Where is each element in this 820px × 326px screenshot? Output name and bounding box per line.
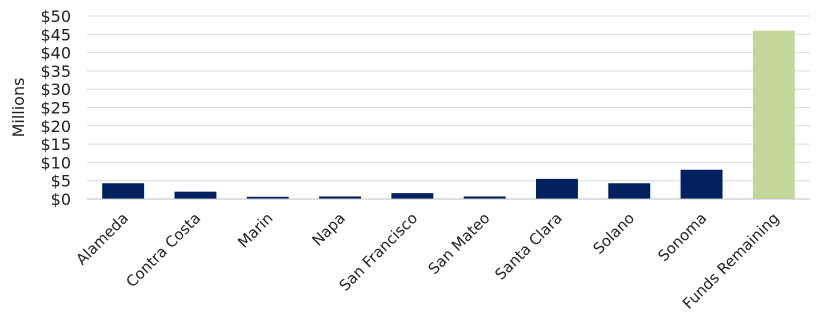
- bar-alameda: [102, 183, 145, 199]
- y-tick-label: $50: [40, 7, 71, 26]
- y-axis-title: Millions: [9, 78, 28, 138]
- x-category-label: Contra Costa: [122, 209, 204, 291]
- bar-marin: [246, 196, 289, 199]
- x-category-label: Solano: [589, 209, 638, 258]
- bar-san-francisco: [391, 193, 434, 199]
- x-category-label: Santa Clara: [491, 209, 565, 283]
- bar-sonoma: [680, 169, 723, 199]
- y-tick-label: $10: [40, 153, 71, 172]
- bars: [102, 30, 795, 199]
- x-category-label: Alameda: [72, 209, 132, 269]
- x-category-label: San Mateo: [425, 209, 494, 278]
- bar-santa-clara: [535, 178, 578, 199]
- bar-napa: [319, 196, 362, 199]
- y-tick-label: $45: [40, 25, 71, 44]
- y-tick-label: $15: [40, 135, 71, 154]
- y-tick-label: $40: [40, 44, 71, 63]
- grid-lines: [87, 15, 810, 200]
- x-category-label: Marin: [234, 209, 276, 251]
- y-tick-label: $25: [40, 99, 71, 118]
- bar-solano: [608, 183, 651, 199]
- bar-contra-costa: [174, 191, 217, 199]
- x-category-label: Napa: [308, 209, 348, 249]
- y-tick-label: $35: [40, 62, 71, 81]
- x-category-label: Sonoma: [654, 209, 710, 265]
- y-tick-label: $20: [40, 117, 71, 136]
- y-axis-tick-labels: $0$5$10$15$20$25$30$35$40$45$50: [40, 7, 71, 209]
- bar-san-mateo: [463, 196, 506, 199]
- y-tick-label: $0: [51, 190, 71, 209]
- bar-funds-remaining: [752, 30, 795, 199]
- y-tick-label: $5: [51, 172, 71, 191]
- y-tick-label: $30: [40, 80, 71, 99]
